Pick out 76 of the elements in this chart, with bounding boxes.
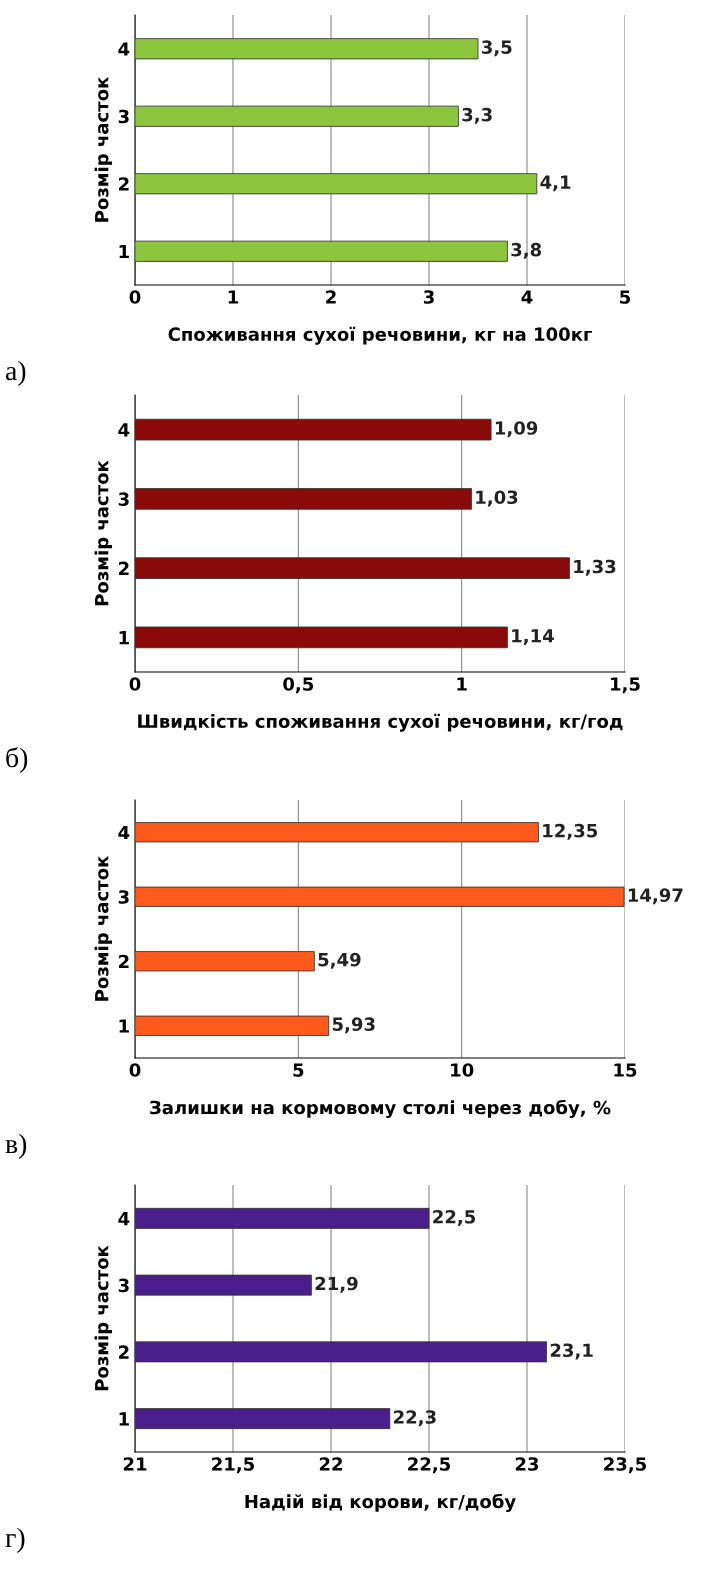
bar [135,38,479,60]
x-axis-title: Споживання сухої речовини, кг на 100кг [168,326,592,345]
y-tick-label: 2 [119,561,129,575]
y-axis-title: Розмір часток [94,855,113,1001]
y-tick-label: 1 [119,1412,129,1426]
y-tick-label: 3 [118,109,129,124]
bar [135,557,570,579]
bar [135,822,539,843]
x-tick-label: 23 [515,1457,539,1471]
x-tick-label: 22,5 [408,1457,451,1474]
x-tick-label: 0 [129,290,141,304]
x-tick-label: 0,5 [283,677,314,694]
bar [135,488,472,510]
data-label: 1,03 [476,490,518,507]
text: а) [5,360,26,386]
x-tick-label: 3 [423,290,434,304]
y-tick-label: 1 [119,244,129,259]
y-tick-label: 2 [119,954,129,969]
x-tick-label: 21 [123,1457,147,1471]
data-label: 22,5 [433,1209,476,1226]
y-tick-label: 4 [118,1212,130,1226]
data-label: 3,8 [511,242,542,259]
text: в) [5,1133,27,1159]
x-tick-label: 15 [614,1063,637,1077]
x-tick-label: 1 [457,677,467,691]
x-tick-label: 22 [319,1457,342,1471]
y-tick-label: 2 [119,1345,129,1359]
data-label: 1,09 [495,421,538,438]
y-axis-title: Розмір часток [94,76,113,222]
x-tick-label: 21,5 [212,1457,255,1474]
data-label: 1,33 [574,559,616,576]
y-tick-label: 4 [118,42,130,56]
bar [135,105,459,127]
x-tick-label: 2 [326,290,336,304]
text: б) [6,747,28,773]
x-tick-label: 23,5 [604,1457,647,1474]
x-tick-label: 1,5 [611,677,640,694]
data-label: 22,3 [394,1410,436,1427]
y-tick-label: 4 [118,825,130,840]
x-tick-label: 0 [129,1063,141,1077]
bar [135,886,625,907]
y-axis-title: Розмір часток [94,460,113,606]
bar [135,1015,330,1036]
y-tick-label: 1 [119,631,129,645]
data-label: 5,49 [318,952,361,969]
y-tick-label: 2 [119,177,129,191]
x-tick-label: 0 [129,677,141,691]
x-tick-label: 5 [620,290,631,304]
data-label: 4,1 [540,175,571,192]
data-label: 3,3 [462,107,492,124]
bar [135,626,508,649]
x-tick-label: 4 [521,290,533,304]
y-tick-label: 1 [119,1019,129,1033]
text: г) [5,1527,25,1553]
data-label: 1,14 [512,629,554,645]
y-axis-title: Розмір часток [94,1245,113,1391]
data-label: 23,1 [550,1343,593,1360]
bar [135,951,315,972]
x-tick-label: 10 [451,1063,474,1077]
x-axis-title: Залишки на кормовому столі через добу, % [150,1099,611,1118]
data-label: 5,93 [332,1017,375,1034]
y-tick-label: 3 [118,1278,129,1293]
x-tick-label: 5 [293,1063,304,1077]
bar [135,173,538,195]
data-label: 12,35 [543,823,598,840]
y-tick-label: 4 [118,423,130,437]
y-tick-label: 3 [118,890,129,904]
x-tick-label: 1 [228,290,239,304]
data-label: 14,97 [628,888,683,905]
x-axis-title: Швидкість споживання сухої речовини, кг/год [138,713,623,732]
y-tick-label: 3 [118,492,129,506]
x-axis-title: Надій від корови, кг/добу [245,1493,516,1512]
bar [135,240,508,262]
data-label: 3,5 [481,40,512,57]
bar [135,418,492,441]
data-label: 21,9 [315,1276,358,1293]
